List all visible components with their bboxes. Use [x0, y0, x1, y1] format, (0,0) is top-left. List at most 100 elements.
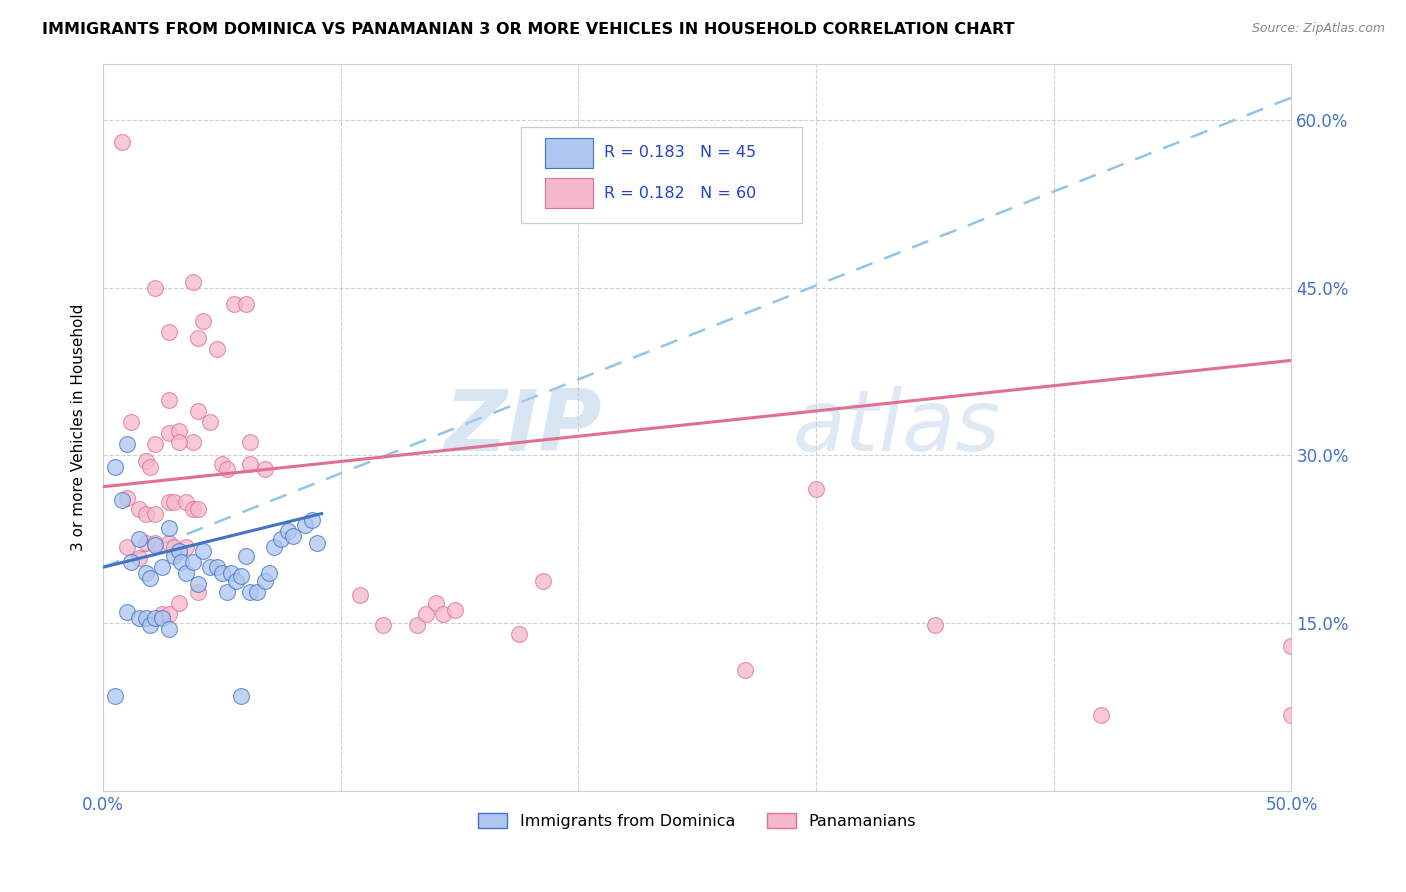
- Point: [139, 572, 162, 586]
- Point: [305, 535, 328, 549]
- Point: [229, 689, 252, 703]
- Point: [174, 495, 197, 509]
- Point: [174, 566, 197, 580]
- Point: [104, 689, 127, 703]
- Text: R = 0.182   N = 60: R = 0.182 N = 60: [605, 186, 756, 201]
- Point: [734, 663, 756, 677]
- FancyBboxPatch shape: [522, 128, 801, 222]
- Point: [150, 610, 173, 624]
- Point: [163, 540, 186, 554]
- Point: [115, 605, 138, 619]
- Point: [187, 502, 209, 516]
- Point: [1090, 707, 1112, 722]
- Text: IMMIGRANTS FROM DOMINICA VS PANAMANIAN 3 OR MORE VEHICLES IN HOUSEHOLD CORRELATI: IMMIGRANTS FROM DOMINICA VS PANAMANIAN 3…: [42, 22, 1015, 37]
- Y-axis label: 3 or more Vehicles in Household: 3 or more Vehicles in Household: [72, 304, 86, 551]
- Point: [301, 513, 323, 527]
- Point: [425, 596, 447, 610]
- Point: [143, 507, 166, 521]
- Point: [167, 424, 190, 438]
- Point: [259, 566, 281, 580]
- Point: [115, 437, 138, 451]
- Point: [128, 502, 150, 516]
- Point: [211, 458, 233, 472]
- Point: [143, 281, 166, 295]
- Point: [163, 495, 186, 509]
- Point: [167, 435, 190, 450]
- Point: [159, 326, 181, 340]
- Point: [159, 392, 181, 407]
- Point: [187, 577, 209, 591]
- Point: [373, 618, 395, 632]
- Point: [143, 535, 166, 549]
- Point: [222, 297, 245, 311]
- Point: [211, 566, 233, 580]
- Point: [139, 618, 162, 632]
- FancyBboxPatch shape: [546, 137, 592, 169]
- Point: [150, 560, 173, 574]
- Text: Source: ZipAtlas.com: Source: ZipAtlas.com: [1251, 22, 1385, 36]
- FancyBboxPatch shape: [546, 178, 592, 209]
- Point: [229, 569, 252, 583]
- Point: [159, 622, 181, 636]
- Point: [181, 435, 204, 450]
- Point: [115, 540, 138, 554]
- Point: [135, 566, 157, 580]
- Point: [253, 462, 276, 476]
- Point: [170, 555, 193, 569]
- Point: [111, 493, 134, 508]
- Point: [294, 517, 316, 532]
- Point: [181, 502, 204, 516]
- Point: [167, 596, 190, 610]
- Point: [128, 551, 150, 566]
- Point: [205, 560, 228, 574]
- Point: [187, 331, 209, 345]
- Point: [163, 549, 186, 563]
- Point: [191, 314, 214, 328]
- Point: [111, 136, 134, 150]
- Point: [804, 482, 827, 496]
- Point: [239, 435, 262, 450]
- Point: [277, 524, 299, 539]
- Point: [432, 607, 454, 622]
- Point: [120, 415, 142, 429]
- Point: [174, 540, 197, 554]
- Legend: Immigrants from Dominica, Panamanians: Immigrants from Dominica, Panamanians: [472, 807, 922, 835]
- Point: [281, 529, 304, 543]
- Point: [405, 618, 427, 632]
- Point: [239, 458, 262, 472]
- Point: [215, 462, 238, 476]
- Point: [531, 574, 554, 588]
- Point: [135, 535, 157, 549]
- Point: [143, 437, 166, 451]
- Point: [159, 535, 181, 549]
- Point: [167, 543, 190, 558]
- Point: [205, 343, 228, 357]
- Point: [349, 588, 371, 602]
- Point: [128, 533, 150, 547]
- Point: [235, 549, 257, 563]
- Point: [181, 275, 204, 289]
- Point: [225, 574, 247, 588]
- Text: atlas: atlas: [792, 386, 1000, 469]
- Point: [270, 533, 292, 547]
- Point: [115, 491, 138, 505]
- Point: [128, 610, 150, 624]
- Point: [235, 297, 257, 311]
- Point: [253, 574, 276, 588]
- Point: [263, 540, 285, 554]
- Point: [150, 607, 173, 622]
- Point: [181, 555, 204, 569]
- Point: [1281, 639, 1303, 653]
- Point: [443, 603, 465, 617]
- Point: [159, 426, 181, 441]
- Point: [1281, 707, 1303, 722]
- Point: [187, 585, 209, 599]
- Text: R = 0.183   N = 45: R = 0.183 N = 45: [605, 145, 756, 161]
- Point: [135, 507, 157, 521]
- Point: [219, 566, 242, 580]
- Point: [135, 454, 157, 468]
- Text: ZIP: ZIP: [444, 386, 602, 469]
- Point: [139, 459, 162, 474]
- Point: [104, 459, 127, 474]
- Point: [198, 560, 221, 574]
